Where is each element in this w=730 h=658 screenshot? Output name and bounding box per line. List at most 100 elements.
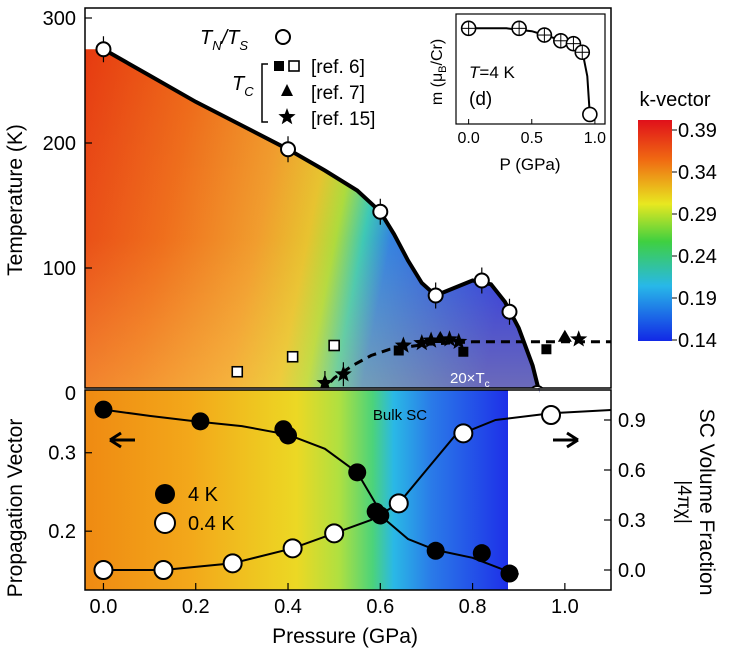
left-axis-arrow bbox=[109, 431, 135, 449]
point-4k bbox=[472, 544, 491, 563]
bulk-sc-annotation: Bulk SC bbox=[373, 407, 427, 424]
point-4k bbox=[371, 506, 390, 525]
colorbar-gradient bbox=[638, 120, 672, 341]
top-y-tick-label: 100 bbox=[43, 258, 76, 280]
legend-star-marker bbox=[278, 108, 296, 125]
point-4k bbox=[279, 426, 298, 445]
right-y-tick-label: 0.6 bbox=[618, 460, 646, 482]
ref6-filled-square bbox=[541, 344, 552, 355]
x-tick-label: 0.4 bbox=[274, 596, 302, 618]
top-y-ticks: 0 100 200 300 bbox=[43, 8, 92, 405]
x-tick-label: 1.0 bbox=[551, 596, 579, 618]
point-0-4k bbox=[153, 560, 174, 580]
legend-open-circle-marker bbox=[275, 29, 291, 45]
point-0-4k bbox=[388, 493, 409, 514]
top-panel: 0 100 200 300 Temperature (K) TN/TS TC [ref… bbox=[4, 7, 612, 405]
right-y-tick-label: 0.0 bbox=[618, 560, 646, 582]
inset-point bbox=[582, 106, 598, 123]
ref15-star bbox=[440, 330, 459, 347]
point-4k bbox=[426, 541, 445, 560]
ref15-star bbox=[450, 332, 468, 349]
top-y-axis-label: Temperature (K) bbox=[4, 124, 27, 276]
k-vector-heatmap-shading bbox=[85, 49, 540, 394]
left-y-tick-label: 0.3 bbox=[48, 443, 76, 465]
x-axis-label: Pressure (GPa) bbox=[272, 625, 418, 648]
inset-frame bbox=[455, 13, 606, 125]
bottom-right-y-axis-sublabel: |4πχ| bbox=[673, 480, 694, 524]
tn-ts-point bbox=[95, 41, 112, 58]
ref7-triangle bbox=[433, 331, 448, 343]
legend-bracket bbox=[261, 63, 268, 123]
inset-x-axis-label: P (GPa) bbox=[499, 155, 560, 174]
legend-ref6: [ref. 6] bbox=[311, 57, 365, 78]
point-4k bbox=[94, 400, 113, 419]
inset-x-tick-label: 1.0 bbox=[584, 130, 606, 147]
legend-tn-ts: TN/TS bbox=[200, 27, 248, 53]
legend-tc: TC bbox=[232, 73, 254, 99]
top-y-tick-label: 0 bbox=[65, 383, 76, 405]
ref15-star bbox=[570, 330, 588, 347]
inset-panel-label: (d) bbox=[469, 89, 492, 110]
ref15-star bbox=[413, 334, 431, 351]
ref7-triangle bbox=[557, 329, 572, 342]
bottom-panel: Bulk SC 4 K 0.4 K 0.0 0.2 0.4 0.6 0.8 1.00.20… bbox=[4, 389, 718, 648]
legend-triangle-marker bbox=[281, 84, 293, 96]
ref6-open-square bbox=[286, 350, 299, 363]
top-legend: TN/TS TC [ref. 6] [ref. 7] [ref. 15] bbox=[200, 27, 375, 130]
point-4k bbox=[500, 564, 519, 583]
point-4k bbox=[191, 412, 210, 431]
colorbar-tick-label: 0.34 bbox=[678, 162, 717, 184]
inset-x-tick-label: 0.0 bbox=[458, 130, 480, 147]
colorbar-ticks: 0.39 0.34 0.29 0.24 0.19 0.14 bbox=[672, 120, 717, 352]
top-y-tick-label: 300 bbox=[43, 8, 76, 30]
right-y-tick-label: 0.3 bbox=[618, 510, 646, 532]
x-tick-label: 0.6 bbox=[366, 596, 394, 618]
bottom-right-y-axis-label: SC Volume Fraction bbox=[695, 409, 718, 596]
top-plot-frame bbox=[84, 7, 612, 389]
tn-ts-point bbox=[501, 303, 518, 320]
inset-markers bbox=[460, 20, 598, 123]
bottom-axes: 0.0 0.2 0.4 0.6 0.8 1.0 0.2 0.3 0.0 0.3 0.6 0.9 bbox=[48, 410, 646, 618]
ref6-filled-square bbox=[458, 346, 469, 357]
tn-ts-point bbox=[280, 141, 297, 158]
inset-panel: T=4 K (d) 0.0 0.5 1.0 P (GPa) m (μB/Cr) bbox=[429, 13, 606, 174]
colorbar-tick-label: 0.14 bbox=[678, 330, 717, 352]
legend-open-square-marker bbox=[288, 60, 300, 72]
left-y-tick-label: 0.2 bbox=[48, 521, 76, 543]
ref15-star bbox=[422, 331, 440, 348]
point-4k bbox=[348, 463, 367, 482]
x-tick-label: 0.2 bbox=[182, 596, 210, 618]
bottom-plot-frame bbox=[84, 389, 612, 591]
top-y-tick-label: 200 bbox=[43, 133, 76, 155]
legend-ref15: [ref. 15] bbox=[311, 109, 375, 130]
legend-filled-square-marker bbox=[274, 61, 284, 71]
colorbar: k-vector 0.39 0.34 0.29 0.24 0.19 0.14 bbox=[638, 89, 717, 352]
tn-ts-point bbox=[427, 287, 444, 304]
point-0-4k bbox=[93, 560, 114, 580]
twenty-tc-annotation: 20×Tc bbox=[450, 370, 490, 390]
x-tick-label: 0.8 bbox=[459, 596, 487, 618]
point-0-4k bbox=[222, 553, 243, 574]
top-markers bbox=[95, 36, 588, 388]
point-0-4k bbox=[282, 538, 303, 559]
colorbar-tick-label: 0.29 bbox=[678, 204, 717, 226]
inset-x-ticks: 0.0 0.5 1.0 bbox=[458, 119, 606, 147]
legend-ref7: [ref. 7] bbox=[311, 83, 365, 104]
ref6-open-square bbox=[328, 339, 340, 352]
point-0-4k bbox=[324, 523, 345, 544]
bottom-markers bbox=[93, 400, 562, 583]
right-y-tick-label: 0.9 bbox=[618, 410, 646, 432]
x-tick-label: 0.0 bbox=[90, 596, 118, 618]
tn-ts-curve bbox=[102, 47, 541, 388]
ref15-star bbox=[394, 336, 412, 353]
inset-x-tick-label: 0.5 bbox=[521, 130, 543, 147]
tn-ts-point bbox=[372, 203, 389, 220]
colorbar-title: k-vector bbox=[639, 89, 710, 111]
colorbar-tick-label: 0.24 bbox=[678, 246, 717, 268]
tc-dashed-curve bbox=[322, 340, 611, 388]
point-0-4k bbox=[541, 405, 562, 425]
bulk-sc-gradient-region bbox=[85, 390, 508, 590]
colorbar-tick-label: 0.19 bbox=[678, 288, 717, 310]
ref6-open-square bbox=[231, 365, 244, 378]
